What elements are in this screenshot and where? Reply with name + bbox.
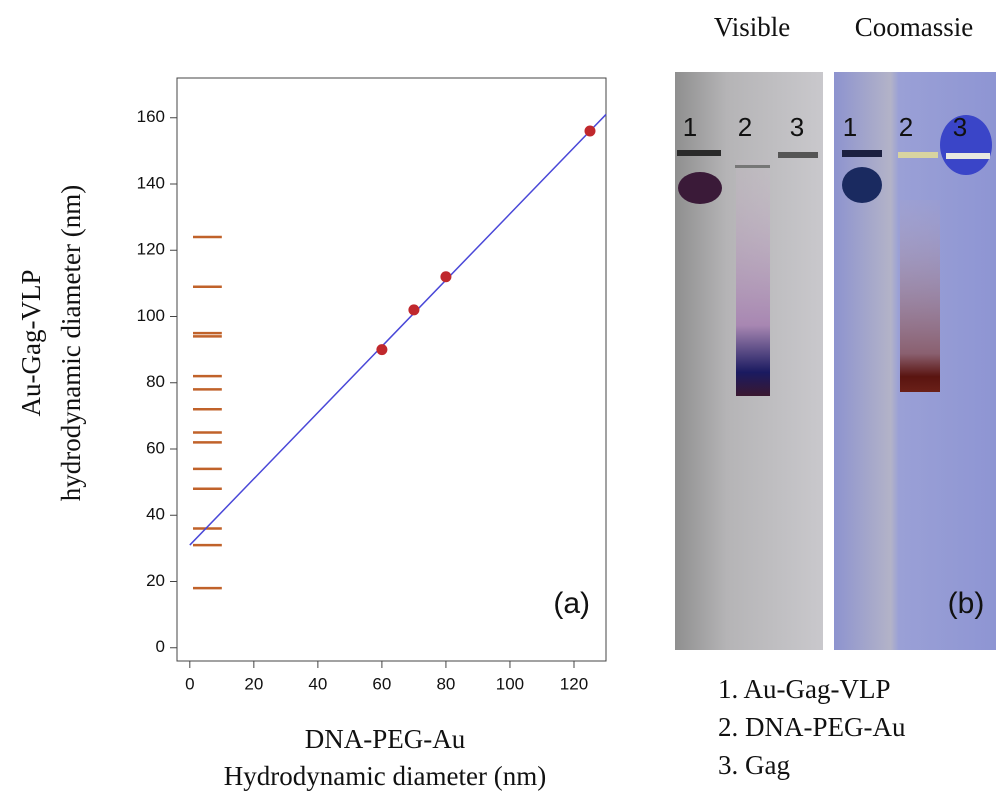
lane-label: 1: [843, 112, 857, 142]
y-axis-label: Au-Gag-VLP: [16, 270, 46, 417]
x-tick-label: 0: [185, 674, 194, 693]
data-point: [584, 125, 596, 137]
chart: (a) Au-Gag-VLP hydrodynamic diameter (nm…: [16, 77, 607, 791]
x-tick-label: 40: [308, 674, 327, 693]
y-tick-label: 40: [146, 505, 165, 524]
x-tick-label: 100: [496, 674, 524, 693]
y-axis-label: hydrodynamic diameter (nm): [56, 185, 86, 501]
x-axis-label: Hydrodynamic diameter (nm): [224, 761, 546, 791]
data-point: [376, 344, 388, 356]
y-tick-label: 100: [137, 306, 165, 325]
y-tick-label: 60: [146, 438, 165, 457]
legend-item: 1. Au-Gag-VLP: [718, 674, 890, 704]
y-tick-label: 0: [156, 637, 165, 656]
y-tick-label: 120: [137, 240, 165, 259]
x-tick-label: 60: [372, 674, 391, 693]
lane-label: 3: [953, 112, 967, 142]
data-point: [408, 304, 420, 316]
plot-frame: [176, 77, 607, 662]
fit-line: [189, 113, 607, 546]
gel-visible: [675, 72, 823, 650]
y-tick-label: 140: [137, 173, 165, 192]
lane-label: 2: [738, 112, 752, 142]
lane-label: 3: [790, 112, 804, 142]
panel-annotation: (b): [948, 587, 985, 620]
y-tick-label: 20: [146, 571, 165, 590]
panel-label: Visible: [714, 12, 790, 42]
lane-label: 1: [683, 112, 697, 142]
gel-coomassie: [834, 72, 996, 650]
data-point: [440, 271, 452, 283]
panel-b: Visible Coomassie 1 2 3 1 2 3 (b) 1. Au-…: [683, 12, 985, 780]
legend-item: 3. Gag: [718, 750, 790, 780]
x-axis-label: DNA-PEG-Au: [305, 724, 466, 754]
y-tick-label: 160: [137, 107, 165, 126]
y-tick-label: 80: [146, 372, 165, 391]
x-tick-label: 80: [436, 674, 455, 693]
panel-label: Coomassie: [855, 12, 974, 42]
chart-annotation: (a): [553, 587, 590, 620]
x-tick-label: 120: [560, 674, 588, 693]
lane-label: 2: [899, 112, 913, 142]
x-tick-label: 20: [244, 674, 263, 693]
legend-item: 2. DNA-PEG-Au: [718, 712, 906, 742]
